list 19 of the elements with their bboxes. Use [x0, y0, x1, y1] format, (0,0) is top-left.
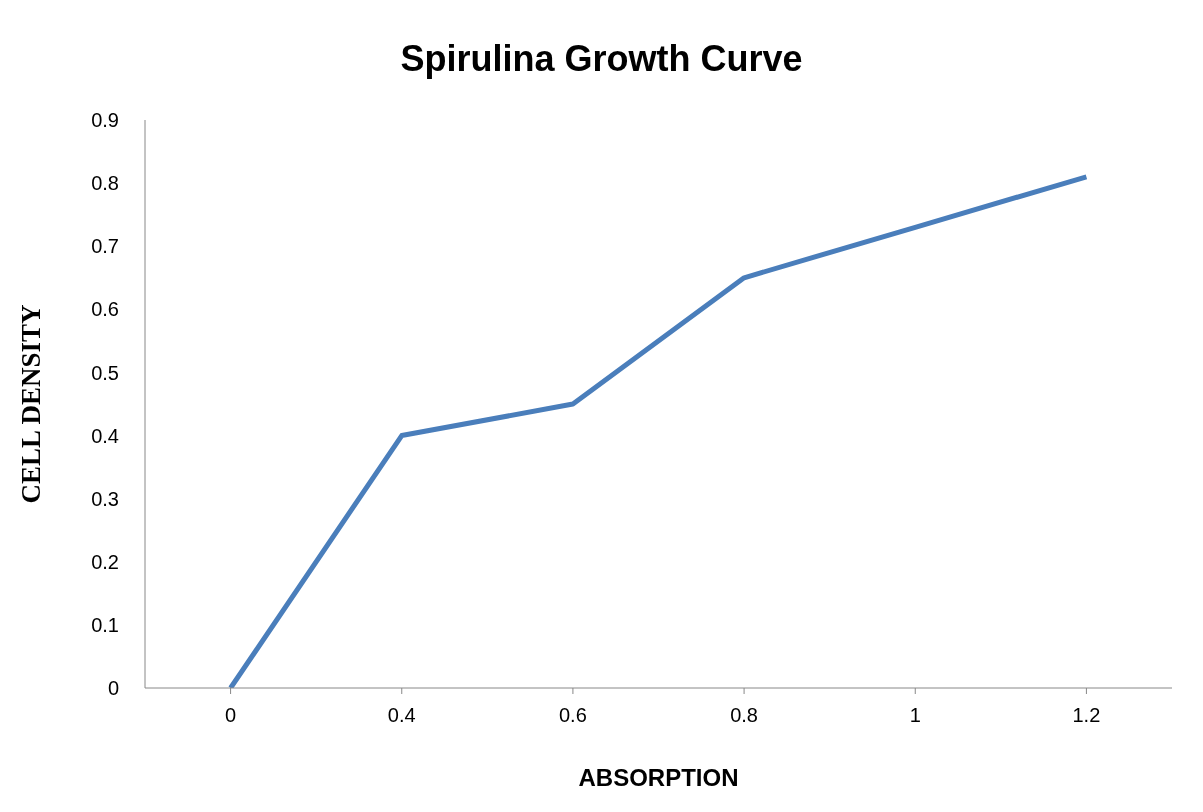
x-tick-label: 0: [225, 704, 237, 727]
x-tick-label: 1.2: [1072, 704, 1101, 727]
chart-title: Spirulina Growth Curve: [399, 38, 804, 80]
y-tick-label: 0.6: [91, 298, 119, 321]
x-tick-label: 0.4: [387, 704, 416, 727]
x-tick-label: 0.6: [559, 704, 587, 727]
y-tick-label: 0.2: [91, 550, 119, 573]
y-tick-label: 0.4: [91, 424, 119, 447]
y-tick-label: 0.3: [91, 487, 119, 510]
y-tick-label: 0.9: [91, 109, 119, 132]
x-axis-title: ABSORPTION: [578, 764, 739, 791]
y-tick-label: 0.7: [91, 235, 119, 258]
y-tick-label: 0: [107, 677, 119, 700]
y-tick-label: 0.8: [91, 172, 119, 195]
y-tick-label: 0.1: [91, 613, 119, 636]
y-axis-title: CELL DENSITY: [15, 304, 46, 504]
y-tick-label: 0.5: [91, 361, 119, 384]
x-tick-label: 1: [909, 704, 921, 727]
x-tick-label: 0.8: [730, 704, 758, 727]
